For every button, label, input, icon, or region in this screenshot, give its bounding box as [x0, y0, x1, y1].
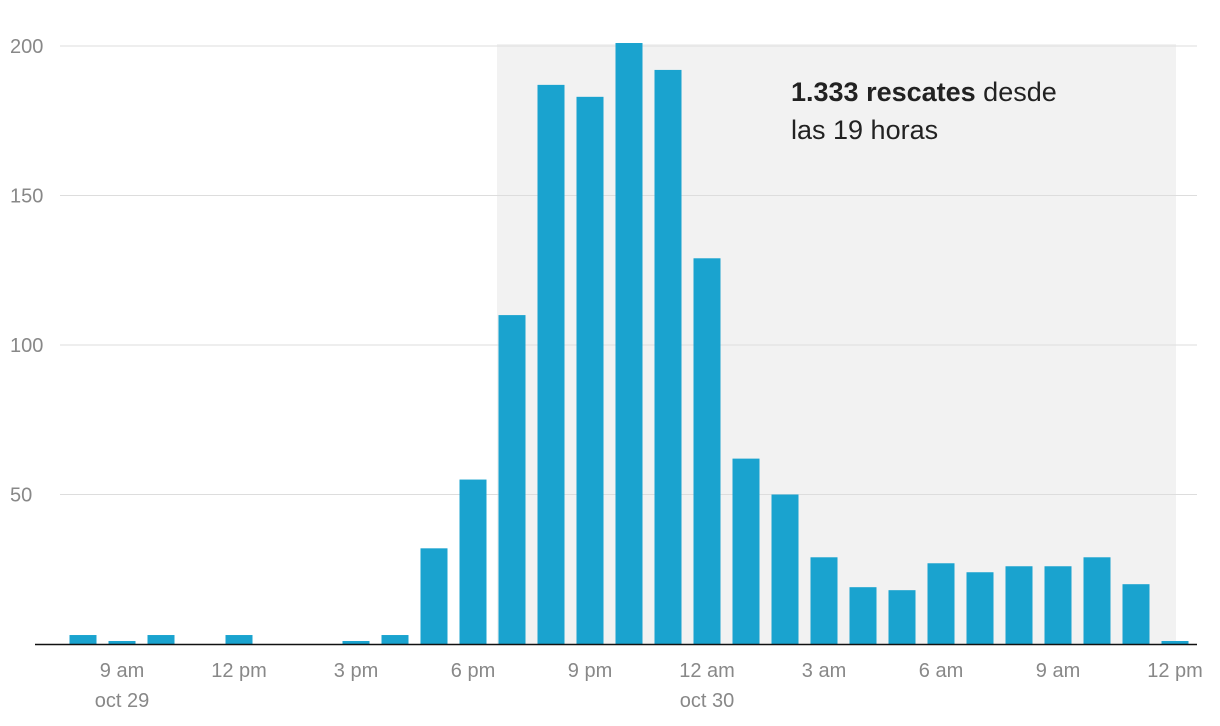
x-tick-label: 6 am [919, 660, 963, 682]
bar [1083, 557, 1111, 644]
y-tick-label: 200 [10, 36, 43, 58]
bar [615, 43, 643, 644]
x-tick-label: 6 pm [451, 660, 495, 682]
x-tick-label: 9 am [1036, 660, 1080, 682]
annotation-line2: las 19 horas [791, 115, 938, 145]
bar [147, 635, 175, 644]
bar [732, 458, 760, 644]
bar [225, 635, 253, 644]
annotation-text: desde [976, 77, 1057, 107]
bar [537, 84, 565, 645]
bar [654, 69, 682, 645]
x-tick-label: 12 pm [211, 660, 267, 682]
bar [849, 587, 877, 644]
x-date-label: oct 29 [95, 690, 149, 712]
x-tick-label: 3 pm [334, 660, 378, 682]
bar [771, 494, 799, 644]
x-date-label: oct 30 [680, 690, 734, 712]
x-tick-label: 12 am [679, 660, 735, 682]
x-tick-label: 9 pm [568, 660, 612, 682]
bar [810, 557, 838, 644]
annotation: 1.333 rescates desde [791, 77, 1057, 107]
bar [459, 479, 487, 644]
y-tick-label: 150 [10, 186, 43, 208]
y-tick-label: 50 [10, 485, 32, 507]
x-tick-label: 12 pm [1147, 660, 1203, 682]
bar [498, 315, 526, 644]
x-tick-label: 3 am [802, 660, 846, 682]
bar [927, 563, 955, 644]
bar [381, 635, 409, 644]
y-tick-label: 100 [10, 335, 43, 357]
bar [342, 641, 370, 644]
bar [1161, 641, 1189, 644]
bar [1044, 566, 1072, 644]
annotation-bold: 1.333 rescates [791, 77, 976, 107]
bar [576, 96, 604, 644]
x-tick-label: 9 am [100, 660, 144, 682]
bar [108, 641, 136, 644]
bar [420, 548, 448, 644]
bar [693, 258, 721, 644]
bar [1005, 566, 1033, 644]
bar [966, 572, 994, 644]
highlight-region [497, 44, 1176, 644]
bar [69, 635, 97, 644]
bar [888, 590, 916, 644]
bar [1122, 584, 1150, 644]
